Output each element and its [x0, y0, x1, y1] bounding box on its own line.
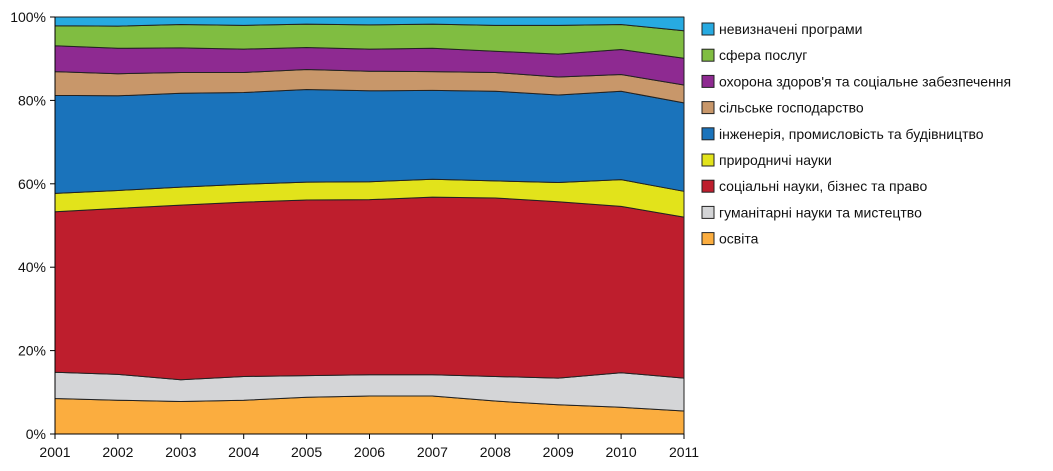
axes: 0% 20% 40% 60% 80% 100% 2001 2002 2003 2004 2005 20…: [10, 9, 699, 460]
legend-label: гуманітарні науки та мистецтво: [719, 204, 922, 220]
legend-item: охорона здоров'я та соціальне забезпечен…: [701, 73, 1011, 89]
x-tick-label: 2001: [39, 444, 70, 460]
x-tick-label: 2010: [606, 444, 637, 460]
area-series-5: [54, 89, 685, 194]
y-tick-label: 40%: [18, 259, 46, 275]
legend-label: сільське господарство: [719, 100, 864, 116]
x-tick-label: 2002: [102, 444, 133, 460]
legend-item: гуманітарні науки та мистецтво: [701, 204, 922, 220]
x-tick-label: 2005: [291, 444, 322, 460]
y-tick-label: 60%: [18, 176, 46, 192]
x-tick-label: 2004: [228, 444, 259, 460]
legend-item: соціальні науки, бізнес та право: [701, 178, 927, 194]
legend-label: природничі науки: [719, 152, 832, 168]
x-tick-label: 2006: [354, 444, 385, 460]
legend-label: невизначені програми: [719, 21, 863, 37]
legend-label: інженерія, промисловість та будівництво: [719, 126, 984, 142]
legend-swatch: [701, 74, 715, 88]
legend-swatch: [701, 153, 715, 167]
legend: невизначені програми сфера послуг охорона …: [701, 21, 1011, 247]
y-tick-label: 0%: [26, 426, 46, 442]
legend-item: інженерія, промисловість та будівництво: [701, 126, 984, 142]
x-tick-label: 2011: [669, 444, 699, 460]
legend-swatch: [701, 205, 715, 219]
legend-label: соціальні науки, бізнес та право: [719, 178, 927, 194]
legend-item: освіта: [701, 231, 759, 247]
legend-swatch: [701, 48, 715, 62]
x-tick-label: 2009: [543, 444, 574, 460]
legend-item: природничі науки: [701, 152, 832, 168]
legend-label: охорона здоров'я та соціальне забезпечен…: [719, 73, 1011, 89]
x-tick-label: 2007: [417, 444, 448, 460]
legend-label: сфера послуг: [719, 47, 807, 63]
series-areas: [54, 16, 685, 435]
area-series-3: [54, 196, 685, 381]
y-tick-label: 80%: [18, 92, 46, 108]
legend-swatch: [701, 232, 715, 246]
legend-label: освіта: [719, 231, 759, 247]
y-tick-label: 20%: [18, 343, 46, 359]
legend-swatch: [701, 22, 715, 36]
legend-swatch: [701, 179, 715, 193]
area-series-9: [54, 16, 685, 32]
legend-item: сільське господарство: [701, 100, 864, 116]
legend-item: невизначені програми: [701, 21, 863, 37]
y-tick-label: 100%: [10, 9, 46, 25]
x-tick-label: 2008: [480, 444, 511, 460]
legend-swatch: [701, 101, 715, 115]
x-tick-label: 2003: [165, 444, 196, 460]
legend-swatch: [701, 127, 715, 141]
legend-item: сфера послуг: [701, 47, 807, 63]
